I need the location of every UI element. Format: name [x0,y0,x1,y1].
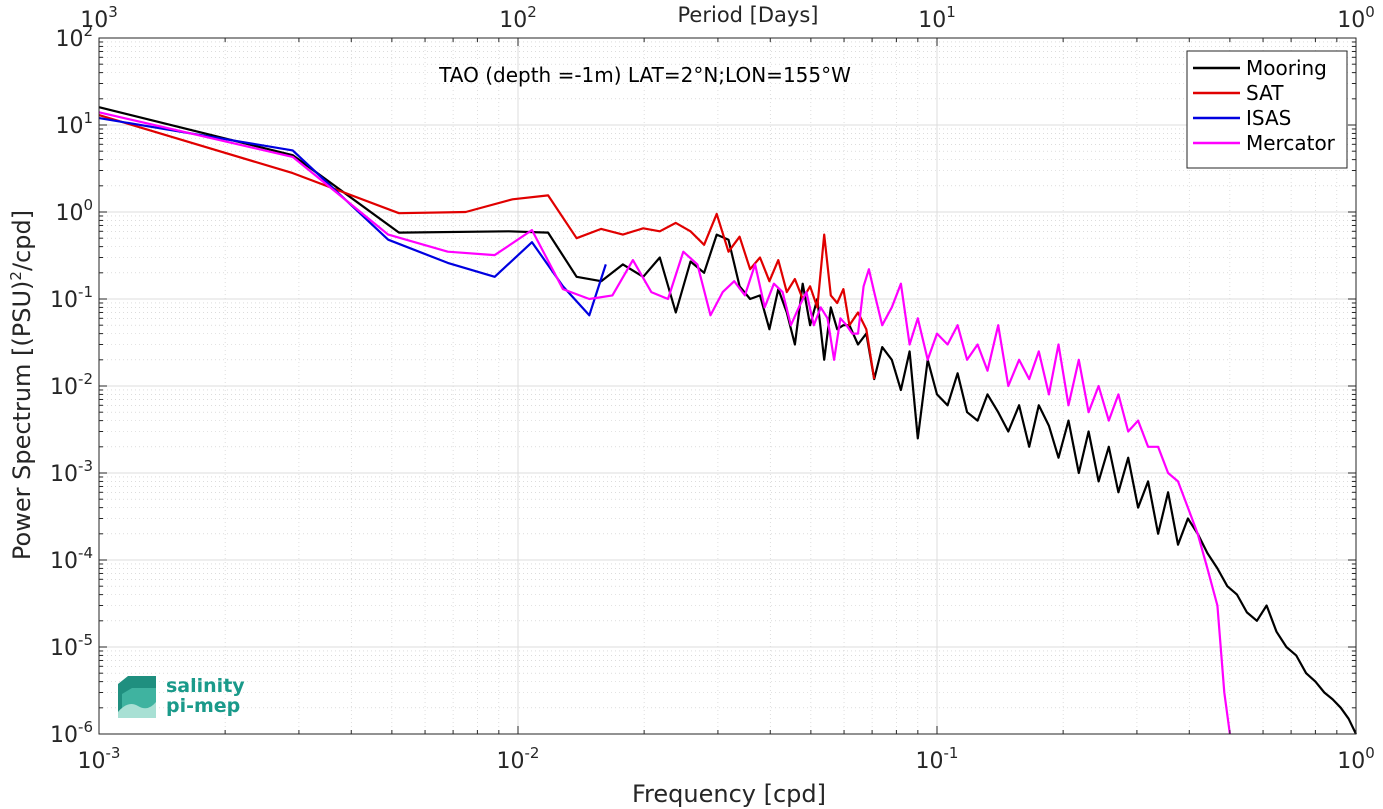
x-tick-label: 10-2 [497,744,540,774]
y-tick-label: 102 [55,22,93,52]
x-tick-label: 100 [1337,744,1375,774]
top-tick-label: 102 [499,3,537,33]
logo-line1: salinity [166,675,245,697]
top-axis-label: Period [Days] [678,3,819,27]
series-layer [98,106,1357,735]
y-tick-label: 10-4 [50,544,93,574]
series-line-sat [98,114,876,380]
y-tick-label: 10-2 [50,370,93,400]
logo-line2: pi-mep [166,695,240,717]
x-axis-label: Frequency [cpd] [632,780,826,808]
top-tick-label: 101 [918,3,956,33]
legend-box [1186,50,1348,169]
salinity-pi-mep-logo: salinity pi-mep [118,675,245,718]
tick-marks [98,37,1357,735]
x-tick-labels: 10-3 10-2 10-1 100 [78,744,1375,774]
y-tick-labels: 102 101 100 10-1 10-2 10-3 10-4 10-5 10-6 [50,22,93,748]
top-tick-label: 100 [1337,3,1375,33]
series-line-mercator [98,111,1231,735]
y-tick-label: 100 [55,196,93,226]
series-line-isas [98,117,607,317]
y-tick-label: 101 [55,109,93,139]
y-tick-label: 10-6 [50,718,93,748]
x-tick-label: 10-3 [78,744,121,774]
top-tick-labels: 103 102 101 100 [80,3,1375,33]
y-tick-label: 10-3 [50,457,93,487]
x-tick-label: 10-1 [916,744,959,774]
chart-title: TAO (depth =-1m) LAT=2°N;LON=155°W [438,63,851,87]
legend-label-sat: SAT [1246,81,1284,105]
y-axis-label: Power Spectrum [(PSU)2/cpd] [7,210,36,560]
legend-label-isas: ISAS [1246,106,1291,130]
top-tick-label: 103 [80,3,118,33]
y-tick-label: 10-5 [50,631,93,661]
y-tick-label: 10-1 [50,283,93,313]
legend-label-mercator: Mercator [1246,131,1336,155]
legend-label-mooring: Mooring [1246,56,1327,80]
